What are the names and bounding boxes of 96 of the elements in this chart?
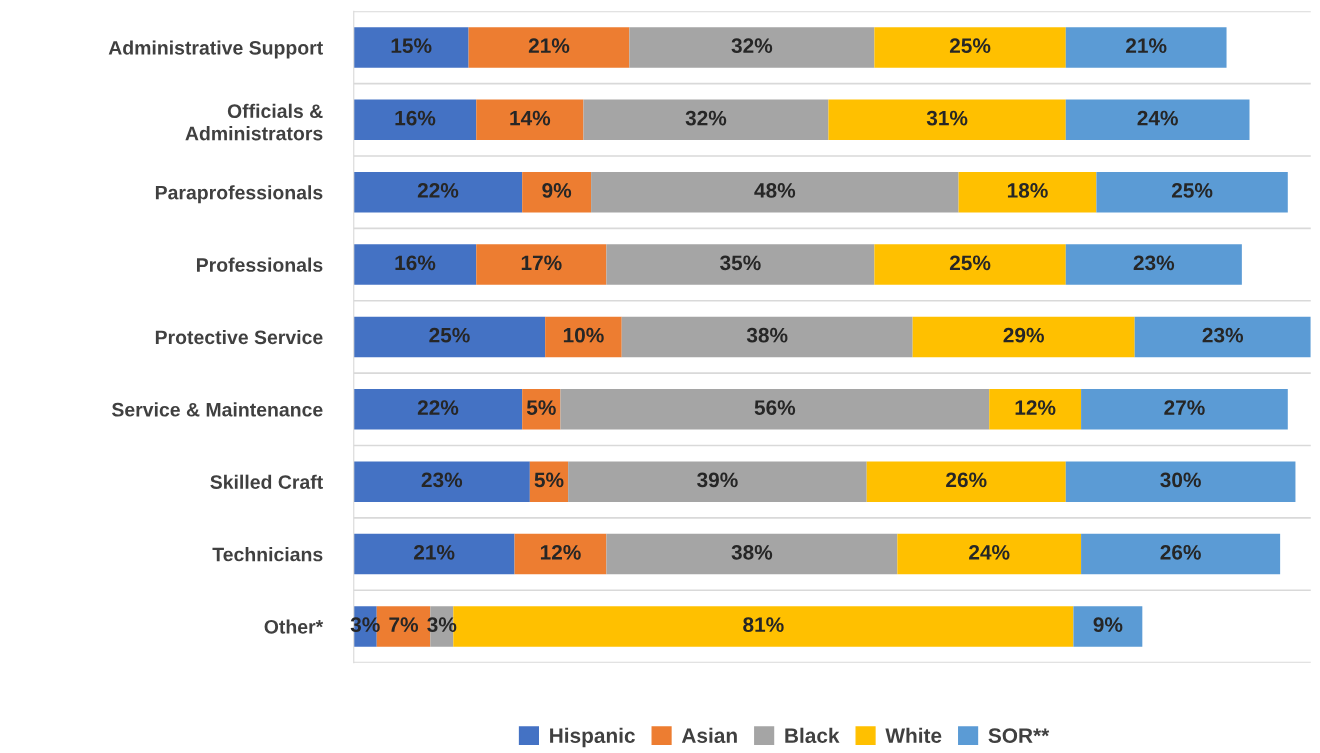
data-label: 12% [1015,400,1056,415]
bar [560,389,990,430]
bar [989,389,1082,430]
y-tick-label: Professionals [196,257,323,272]
bar [514,533,607,575]
data-label: 10% [563,327,604,343]
data-label: 48% [754,183,796,198]
bar [1065,27,1227,68]
data-label: 26% [1160,544,1201,560]
data-label: 5% [526,400,556,415]
data-label: 25% [949,255,991,271]
data-label: 26% [946,472,987,488]
y-tick-label: Service & Maintenance [111,402,323,417]
data-label: 30% [1160,472,1201,488]
bar [353,461,530,502]
bar [1065,99,1250,141]
data-label: 23% [1202,327,1244,343]
bar [353,244,477,285]
bar [353,389,523,430]
data-label: 31% [926,110,968,126]
bar [1073,606,1143,647]
data-label: 14% [510,110,551,126]
data-label: 21% [528,38,570,54]
data-label: 39% [697,472,738,488]
data-label: 7% [389,617,419,632]
bar [1096,171,1288,213]
bar [468,27,630,68]
bar [606,533,898,575]
bar [1065,461,1296,502]
bar [476,244,607,285]
bar [1081,389,1288,430]
data-label: 22% [417,183,459,198]
data-label: 17% [521,255,562,271]
y-tick-label: Other* [264,619,324,634]
bar [1134,316,1311,358]
bar [353,316,546,358]
data-label: 16% [395,110,436,126]
data-label: 23% [421,472,463,488]
data-label: 29% [1003,327,1044,343]
bar [621,316,913,358]
data-label: 12% [540,544,581,560]
data-label: 18% [1007,183,1048,198]
data-label: 22% [417,400,459,415]
data-label: 38% [746,327,788,343]
data-label: 24% [969,544,1010,560]
legend-label: Black [785,727,840,744]
data-label: 16% [395,255,436,271]
data-label: 25% [1171,183,1213,198]
bar [353,99,477,141]
y-tick-label: Paraprofessionals [155,185,323,204]
bar [866,461,1066,502]
legend-label: Asian [681,727,737,744]
bar [476,99,584,141]
data-label: 5% [534,472,564,488]
bar [912,316,1135,358]
bar [874,27,1066,68]
bar [897,533,1082,575]
data-label: 23% [1133,255,1175,271]
bar [958,171,1097,213]
data-label: 81% [743,617,784,633]
bar [1065,244,1242,285]
y-tick-label: Technicians [212,547,323,562]
bar [568,461,867,502]
bar [545,316,622,358]
data-label: 56% [754,400,796,415]
data-label: 25% [949,38,991,54]
y-tick-label: Protective Service [155,329,323,345]
data-label: 35% [720,255,761,271]
data-label: 27% [1164,400,1205,415]
data-label: 32% [731,38,773,54]
data-label: 21% [1126,38,1167,54]
bar [606,244,875,285]
bar [874,244,1066,285]
bar [591,171,959,213]
y-tick-label: Administrative Support [108,40,323,59]
y-tick-label: Officials & Administrators [185,103,323,141]
data-label: 38% [731,544,773,560]
bar [353,533,515,575]
legend-label: White [885,727,942,744]
data-label: 9% [1093,617,1123,633]
bar [1081,533,1281,575]
data-label: 25% [429,327,470,343]
data-label: 9% [542,183,572,198]
bar [353,27,469,68]
bar [629,27,875,68]
bar [583,99,829,141]
data-label: 32% [685,110,727,126]
bar [828,99,1066,141]
y-tick-label: Skilled Craft [210,474,323,489]
data-label: 24% [1137,110,1178,126]
legend-label: SOR** [988,728,1050,744]
data-label: 15% [391,38,432,54]
legend-label: Hispanic [550,727,635,748]
data-label: 21% [414,544,455,560]
bar [353,171,523,213]
bar [522,171,592,213]
